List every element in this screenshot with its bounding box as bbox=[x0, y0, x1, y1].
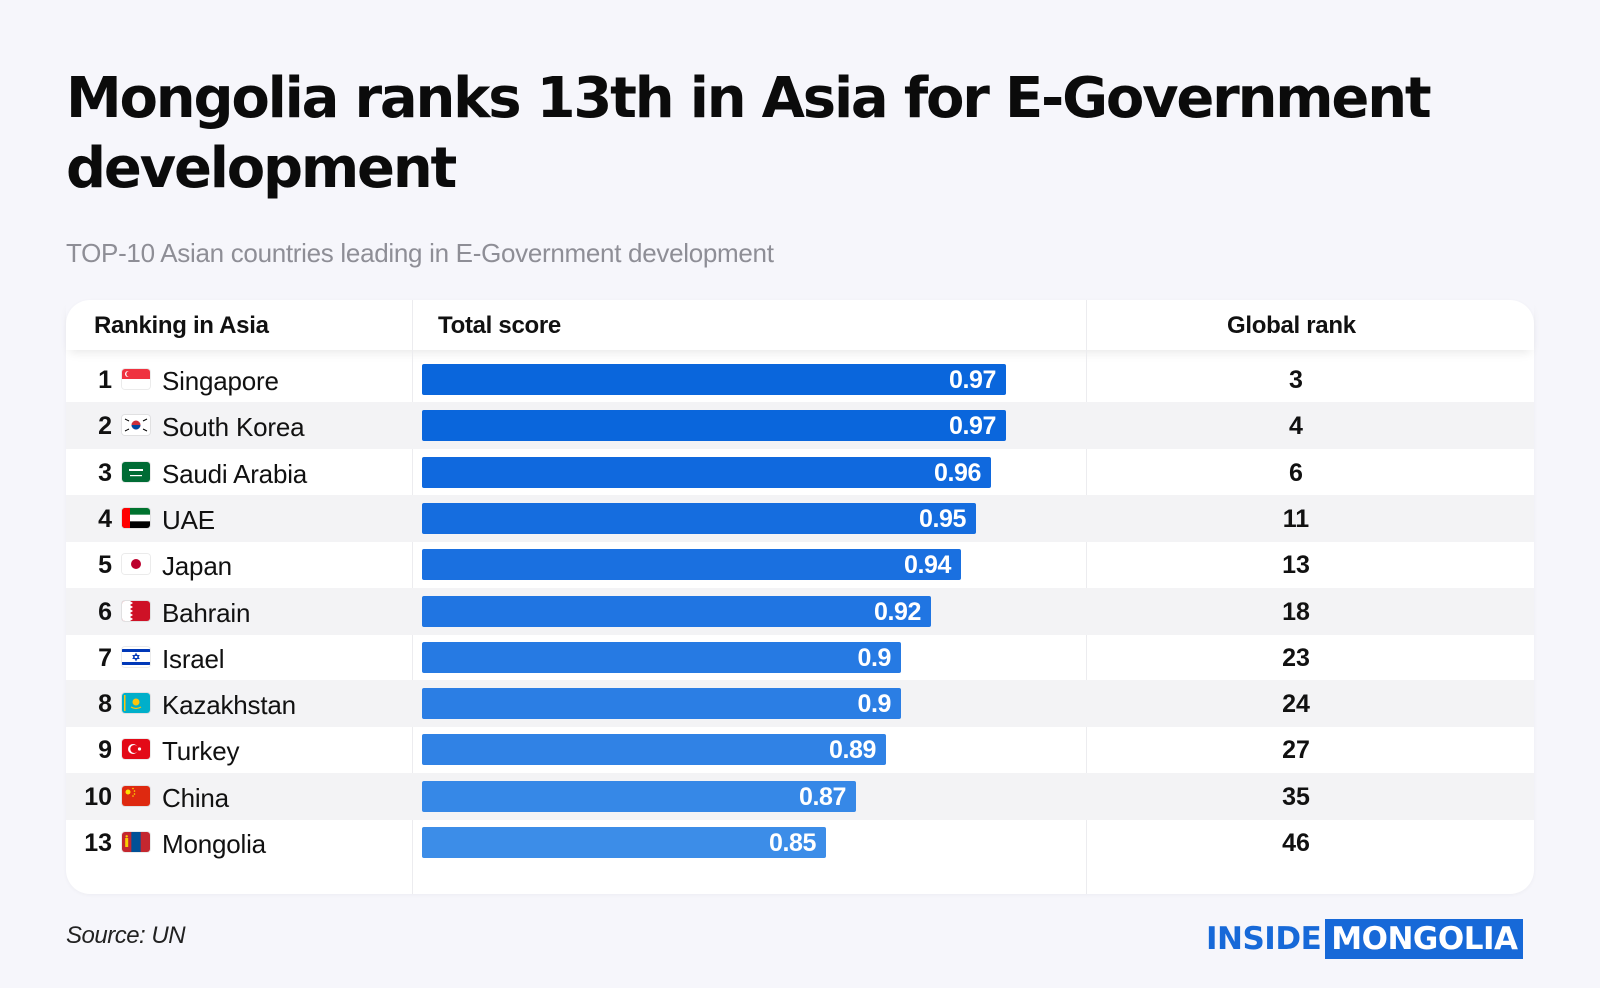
global-rank: 6 bbox=[1289, 458, 1303, 487]
asia-rank: 7 bbox=[98, 643, 112, 672]
score-value-label: 0.87 bbox=[798, 782, 846, 811]
page-title: Mongolia ranks 13th in Asia for E-Govern… bbox=[66, 66, 1432, 201]
table-row: 4 UAE 0.95 11 bbox=[66, 494, 1534, 542]
score-value-label: 0.97 bbox=[948, 412, 996, 441]
singapore-flag-icon bbox=[122, 369, 150, 389]
page-subtitle: TOP-10 Asian countries leading in E-Gove… bbox=[66, 238, 774, 268]
global-rank: 4 bbox=[1289, 412, 1303, 441]
global-rank: 24 bbox=[1282, 690, 1310, 719]
country-name: South Korea bbox=[162, 412, 305, 443]
israel-flag-icon bbox=[122, 646, 150, 667]
score-value-label: 0.85 bbox=[768, 829, 816, 857]
score-value-label: 0.9 bbox=[857, 643, 891, 672]
score-bar: 0.95 bbox=[422, 502, 976, 534]
global-rank: 35 bbox=[1282, 782, 1310, 811]
asia-rank: 5 bbox=[98, 551, 112, 580]
score-value-label: 0.89 bbox=[828, 736, 876, 765]
turkey-flag-icon bbox=[122, 739, 150, 760]
country-name: China bbox=[162, 782, 229, 813]
global-rank: 23 bbox=[1282, 643, 1310, 672]
table-row: 5 Japan 0.94 13 bbox=[66, 541, 1534, 588]
table-row: 9 Turkey 0.89 27 bbox=[66, 726, 1534, 773]
asia-rank: 9 bbox=[98, 736, 112, 765]
asia-rank: 13 bbox=[84, 829, 112, 857]
header-ranking-in-asia: Ranking in Asia bbox=[94, 312, 269, 339]
country-name: Bahrain bbox=[162, 597, 251, 628]
table-header: Ranking in Asia Total score Global rank bbox=[66, 300, 1534, 350]
kazakhstan-flag-icon bbox=[122, 693, 150, 714]
source-note: Source: UN bbox=[66, 922, 186, 949]
table-row: 6 Bahrain 0.92 18 bbox=[66, 587, 1534, 635]
table-row: 2 South Korea 0.97 4 bbox=[66, 402, 1534, 450]
table-row: 7 Israel 0.9 23 bbox=[66, 634, 1534, 681]
score-value-label: 0.9 bbox=[857, 690, 891, 719]
score-value-label: 0.95 bbox=[918, 504, 966, 533]
score-bar: 0.97 bbox=[422, 410, 1006, 442]
global-rank: 3 bbox=[1289, 366, 1303, 394]
score-bar: 0.89 bbox=[422, 734, 886, 766]
country-name: Singapore bbox=[162, 366, 279, 396]
global-rank: 13 bbox=[1282, 551, 1310, 580]
header-total-score: Total score bbox=[438, 312, 561, 339]
south-korea-flag-icon bbox=[122, 415, 150, 436]
saudi-arabia-flag-icon bbox=[122, 461, 150, 482]
global-rank: 18 bbox=[1282, 597, 1310, 626]
japan-flag-icon bbox=[122, 554, 150, 575]
score-value-label: 0.92 bbox=[873, 597, 921, 626]
country-name: UAE bbox=[162, 504, 215, 535]
score-value-label: 0.94 bbox=[903, 551, 951, 580]
score-bar: 0.87 bbox=[422, 780, 856, 812]
score-bar: 0.9 bbox=[422, 641, 901, 673]
table-row: 3 Saudi Arabia 0.96 6 bbox=[66, 449, 1534, 496]
asia-rank: 1 bbox=[98, 366, 112, 394]
global-rank: 11 bbox=[1282, 504, 1310, 533]
score-bar: 0.96 bbox=[422, 456, 991, 488]
country-name: Kazakhstan bbox=[162, 690, 296, 721]
global-rank: 27 bbox=[1282, 736, 1310, 765]
country-name: Saudi Arabia bbox=[162, 458, 308, 489]
ranking-table: Ranking in Asia Total score Global rank … bbox=[66, 300, 1534, 894]
asia-rank: 6 bbox=[98, 597, 112, 626]
bahrain-flag-icon bbox=[122, 600, 150, 621]
asia-rank: 2 bbox=[98, 412, 112, 441]
score-value-label: 0.96 bbox=[933, 458, 981, 487]
asia-rank: 3 bbox=[98, 458, 112, 487]
global-rank: 46 bbox=[1282, 829, 1310, 857]
score-value-label: 0.97 bbox=[948, 366, 996, 394]
score-bar: 0.97 bbox=[422, 364, 1006, 395]
asia-rank: 8 bbox=[98, 690, 112, 719]
logo-part-inside: INSIDE bbox=[1206, 921, 1322, 957]
score-bar: 0.94 bbox=[422, 549, 961, 581]
table-row: 8 Kazakhstan 0.9 24 bbox=[66, 680, 1534, 728]
uae-flag-icon bbox=[122, 507, 150, 528]
country-name: Mongolia bbox=[162, 829, 266, 859]
country-name: Japan bbox=[162, 551, 232, 582]
table-row: 10 China 0.87 35 bbox=[66, 772, 1534, 820]
asia-rank: 4 bbox=[98, 504, 112, 533]
score-bar: 0.92 bbox=[422, 595, 931, 627]
logo-part-mongolia: MONGOLIA bbox=[1325, 919, 1524, 959]
score-bar: 0.85 bbox=[422, 827, 826, 858]
china-flag-icon bbox=[122, 785, 150, 806]
table-row: 1 Singapore 0.97 3 bbox=[66, 356, 1534, 403]
country-name: Israel bbox=[162, 643, 225, 674]
asia-rank: 10 bbox=[84, 782, 112, 811]
inside-mongolia-logo: INSIDE MONGOLIA bbox=[1206, 918, 1524, 960]
table-row: 13 Mongolia 0.85 46 bbox=[66, 819, 1534, 866]
score-bar: 0.9 bbox=[422, 688, 901, 720]
header-global-rank: Global rank bbox=[1227, 312, 1356, 339]
mongolia-flag-icon bbox=[122, 832, 150, 852]
country-name: Turkey bbox=[162, 736, 240, 767]
